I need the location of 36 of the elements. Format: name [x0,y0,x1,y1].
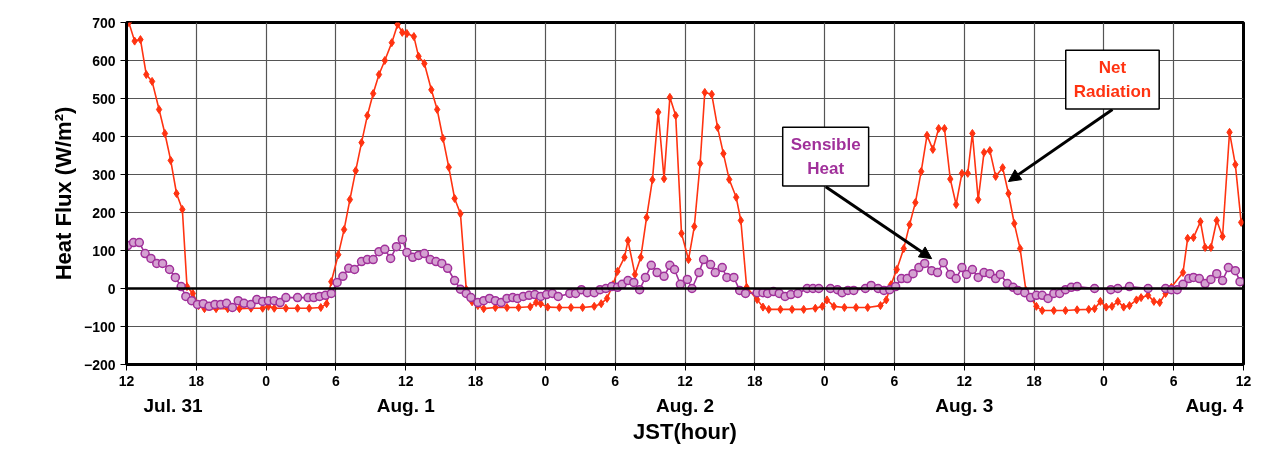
text: Aug. 2 [655,394,715,416]
y-tick-label: 300 [92,166,116,183]
y-tick-label: 700 [92,14,116,31]
x-tick-label: 0 [1099,372,1108,389]
x-tick-label: 0 [820,372,829,389]
text: Aug. 1 [376,394,436,416]
text: Sensible Heat [790,135,861,179]
x-tick-label: 18 [188,372,205,389]
y-tick-label: 600 [92,52,116,69]
text: Aug. 3 [935,394,994,416]
x-tick-label: 0 [541,372,550,389]
x-tick-label: 12 [1235,372,1252,389]
y-tick-label: 500 [92,90,116,107]
text: Aug. 4 [1185,394,1244,416]
y-tick-label: −100 [83,318,116,335]
x-tick-label: 6 [611,372,620,389]
text: Net Radiation [1073,58,1152,101]
y-tick-label: −200 [83,356,116,373]
x-tick-label: 0 [262,372,271,389]
x-tick-label: 18 [1026,372,1043,389]
x-tick-label: 12 [397,372,414,389]
x-tick-label: 12 [118,372,135,389]
x-tick-label: 12 [677,372,693,389]
x-tick-label: 6 [332,372,341,389]
y-tick-label: 100 [92,242,116,259]
y-tick-label: 0 [107,280,116,297]
x-tick-label: 18 [467,372,484,389]
x-axis-title: JST(hour) [633,418,737,444]
x-tick-label: 18 [747,372,763,389]
text: Jul. 31 [143,394,204,416]
y-tick-label: 400 [92,128,116,145]
x-tick-label: 12 [956,372,973,389]
x-tick-label: 6 [1169,372,1178,389]
y-tick-label: 200 [92,204,116,221]
x-tick-label: 6 [890,372,899,389]
y-axis-title: Heat Flux (W/m²) [50,106,76,281]
